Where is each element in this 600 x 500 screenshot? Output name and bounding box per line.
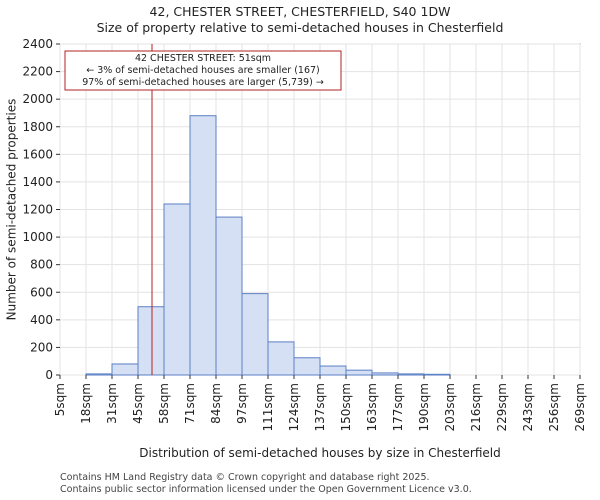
y-tick-label-1600: 1600: [22, 147, 53, 161]
y-tick-label-0: 0: [45, 368, 53, 382]
x-tick-label-124sqm: 124sqm: [287, 383, 301, 431]
y-tick-label-400: 400: [30, 313, 53, 327]
bar-58sqm: [163, 203, 191, 376]
footer-licence: Contains public sector information licen…: [60, 484, 472, 495]
x-axis: 5sqm 18sqm 31sqm 45sqm 58sqm 71sqm 84sqm 97sqm 1…: [53, 375, 587, 431]
y-tick-label-2000: 2000: [22, 92, 53, 106]
bar-71sqm: [189, 115, 217, 376]
bar-177sqm: [397, 373, 425, 376]
annotation-larger: 97% of semi-detached houses are larger (…: [82, 77, 324, 88]
bar-163sqm: [371, 372, 399, 376]
bar-124sqm: [293, 357, 321, 376]
y-tick-label-1000: 1000: [22, 230, 53, 244]
x-tick-label-216sqm: 216sqm: [469, 383, 483, 431]
bar-97sqm: [241, 293, 269, 376]
y-tick-label-1800: 1800: [22, 120, 53, 134]
x-tick-label-58sqm: 58sqm: [157, 383, 171, 424]
y-tick-label-1400: 1400: [22, 175, 53, 189]
bar-45sqm: [137, 306, 165, 376]
footer-copyright: Contains HM Land Registry data © Crown c…: [60, 472, 430, 483]
annotation-smaller: ← 3% of semi-detached houses are smaller…: [86, 65, 320, 76]
x-tick-label-111sqm: 111sqm: [261, 383, 275, 431]
y-tick-label-600: 600: [30, 285, 53, 299]
x-tick-label-229sqm: 229sqm: [495, 383, 509, 431]
x-tick-label-177sqm: 177sqm: [391, 383, 405, 431]
y-tick-label-1200: 1200: [22, 203, 53, 217]
x-tick-label-150sqm: 150sqm: [339, 383, 353, 431]
bar-150sqm: [345, 369, 373, 376]
x-tick-label-31sqm: 31sqm: [105, 383, 119, 424]
x-tick-label-269sqm: 269sqm: [573, 383, 587, 431]
chart-title: Size of property relative to semi-detach…: [96, 20, 504, 35]
bar-18sqm: [85, 373, 113, 376]
x-tick-label-243sqm: 243sqm: [521, 383, 535, 431]
annotation-title: 42 CHESTER STREET: 51sqm: [135, 53, 271, 64]
x-tick-label-45sqm: 45sqm: [131, 383, 145, 424]
annotation-box: [64, 50, 342, 91]
x-tick-label-163sqm: 163sqm: [365, 383, 379, 431]
bar-31sqm: [111, 363, 139, 376]
x-tick-label-71sqm: 71sqm: [183, 383, 197, 424]
y-axis-label: Number of semi-detached properties: [5, 99, 19, 321]
chart-title-address: 42, CHESTER STREET, CHESTERFIELD, S40 1D…: [149, 4, 451, 19]
y-axis: 0 200 400 600 800 1000 1200 1400 1600 1800 2000 220…: [22, 37, 60, 382]
x-tick-label-256sqm: 256sqm: [547, 383, 561, 431]
x-tick-label-97sqm: 97sqm: [235, 383, 249, 424]
x-tick-label-203sqm: 203sqm: [443, 383, 457, 431]
y-tick-label-200: 200: [30, 340, 53, 354]
x-tick-label-5sqm: 5sqm: [53, 383, 67, 416]
bars: [85, 115, 451, 376]
bar-137sqm: [319, 365, 347, 376]
x-axis-label: Distribution of semi-detached houses by …: [139, 446, 500, 460]
x-tick-label-18sqm: 18sqm: [79, 383, 93, 424]
bar-190sqm: [423, 373, 451, 376]
x-tick-label-137sqm: 137sqm: [313, 383, 327, 431]
x-tick-label-84sqm: 84sqm: [209, 383, 223, 424]
y-tick-label-2400: 2400: [22, 37, 53, 51]
x-tick-label-190sqm: 190sqm: [417, 383, 431, 431]
bar-111sqm: [267, 341, 295, 376]
y-tick-label-800: 800: [30, 258, 53, 272]
y-tick-label-2200: 2200: [22, 65, 53, 79]
bar-84sqm: [215, 216, 243, 376]
